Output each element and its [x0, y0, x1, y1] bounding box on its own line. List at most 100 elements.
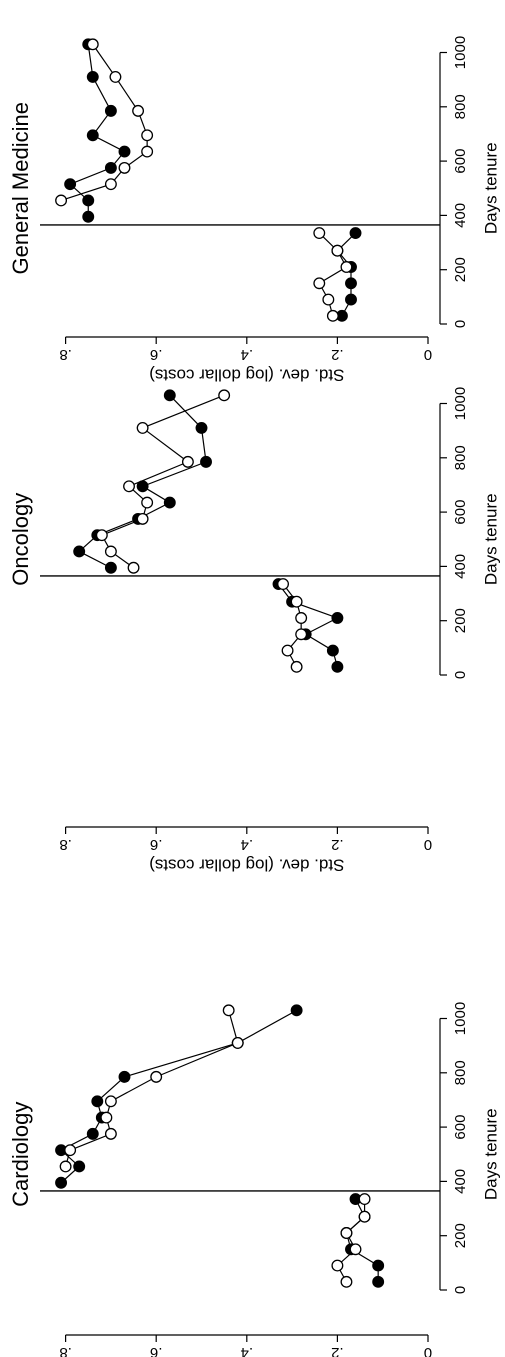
hollow-point — [104, 545, 117, 558]
hollow-point — [295, 628, 308, 641]
hollow-point — [231, 1036, 244, 1049]
filled-point — [82, 210, 95, 223]
chart-title: Cardiology — [8, 1102, 33, 1207]
filled-point — [331, 660, 344, 673]
hollow-point — [295, 612, 308, 624]
filled-point — [91, 1095, 104, 1108]
hollow-point — [340, 261, 353, 273]
hollow-point — [118, 161, 131, 174]
hollow-point — [313, 277, 326, 290]
filled-point — [331, 612, 344, 624]
x-tick-label: 800 — [452, 94, 469, 119]
chart-title: General Medicine — [8, 102, 33, 274]
filled-point — [104, 104, 117, 117]
hollow-point — [141, 145, 154, 158]
x-axis-label: Days tenure — [481, 142, 500, 234]
filled-point — [326, 644, 339, 657]
y-tick-label: 0 — [424, 346, 432, 363]
filled-point — [86, 129, 99, 142]
hollow-point — [340, 1227, 353, 1239]
hollow-point — [104, 178, 117, 191]
filled-point — [86, 1127, 99, 1140]
x-tick-label: 200 — [452, 1223, 469, 1248]
series-line — [69, 44, 126, 217]
hollow-point — [104, 1127, 117, 1140]
hollow-point — [222, 1004, 235, 1017]
hollow-point — [141, 129, 154, 142]
hollow-point — [127, 561, 140, 574]
y-tick-label: .4 — [241, 346, 254, 363]
hollow-point — [100, 1111, 113, 1124]
hollow-point — [55, 194, 68, 207]
hollow-point — [331, 1259, 344, 1272]
hollow-point — [109, 70, 122, 83]
hollow-point — [150, 1070, 163, 1083]
x-tick-label: 200 — [452, 608, 469, 633]
hollow-point — [123, 480, 135, 493]
x-tick-label: 400 — [452, 1169, 469, 1194]
y-tick-label: .6 — [150, 346, 163, 363]
filled-point — [118, 1070, 131, 1083]
y-tick-label: .4 — [241, 836, 254, 853]
y-tick-label: .6 — [150, 836, 163, 853]
y-axis-label: Std. dev. (log dollar costs) — [149, 366, 344, 385]
hollow-point — [290, 660, 303, 673]
filled-point — [349, 227, 362, 239]
filled-point — [163, 496, 176, 509]
series-line — [100, 394, 225, 569]
x-tick-label: 200 — [452, 257, 469, 282]
hollow-point — [141, 496, 154, 509]
filled-point — [345, 293, 357, 306]
filled-point — [104, 561, 117, 574]
hollow-point — [290, 595, 303, 608]
x-tick-label: 400 — [452, 203, 469, 228]
hollow-point — [277, 578, 289, 590]
chart-title: Oncology — [8, 493, 33, 586]
filled-point — [372, 1259, 385, 1272]
filled-point — [163, 389, 176, 402]
hollow-point — [136, 512, 149, 525]
x-tick-label: 1000 — [452, 387, 469, 420]
y-tick-label: .8 — [59, 836, 72, 853]
filled-point — [73, 545, 86, 558]
filled-point — [118, 145, 131, 158]
hollow-point — [313, 227, 326, 239]
hollow-point — [104, 1095, 117, 1108]
x-tick-label: 1000 — [452, 36, 469, 69]
filled-point — [290, 1004, 303, 1017]
x-tick-label: 600 — [452, 149, 469, 174]
filled-point — [64, 178, 77, 191]
filled-point — [55, 1176, 68, 1189]
series-line — [65, 1010, 239, 1167]
hollow-point — [95, 529, 108, 542]
x-axis-label: Days tenure — [481, 1108, 500, 1200]
hollow-point — [326, 309, 339, 322]
hollow-point — [181, 455, 194, 468]
y-tick-label: .8 — [59, 1344, 72, 1357]
hollow-point — [64, 1144, 77, 1157]
y-tick-label: .2 — [331, 1344, 344, 1357]
y-tick-label: 0 — [424, 1344, 432, 1357]
y-tick-label: .2 — [331, 346, 344, 363]
x-tick-label: 0 — [452, 671, 469, 679]
hollow-point — [132, 104, 145, 117]
x-tick-label: 0 — [452, 320, 469, 328]
x-tick-label: 0 — [452, 1286, 469, 1294]
x-tick-label: 600 — [452, 500, 469, 525]
hollow-point — [59, 1160, 72, 1173]
x-tick-label: 1000 — [452, 1002, 469, 1035]
y-tick-label: .2 — [331, 836, 344, 853]
filled-point — [372, 1275, 385, 1288]
x-axis-label: Days tenure — [481, 493, 500, 585]
filled-point — [73, 1160, 86, 1173]
filled-point — [200, 455, 212, 468]
hollow-point — [86, 38, 99, 51]
filled-point — [345, 277, 357, 290]
hollow-point — [281, 644, 294, 657]
filled-point — [104, 161, 117, 174]
x-tick-label: 400 — [452, 554, 469, 579]
filled-point — [86, 70, 99, 83]
y-tick-label: .6 — [150, 1344, 163, 1357]
x-tick-label: 800 — [452, 1060, 469, 1085]
